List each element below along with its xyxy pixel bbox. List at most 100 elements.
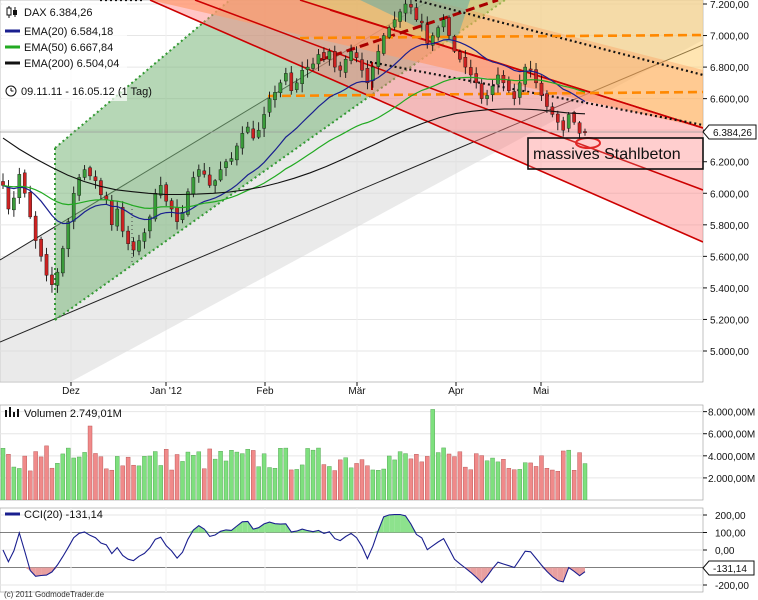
volume-bar-down <box>125 456 131 500</box>
candle-down <box>572 112 576 123</box>
price-tick-label: 5.600,00 <box>710 252 749 263</box>
candle-up <box>441 19 446 28</box>
candle-up <box>294 82 299 90</box>
cci-overbought-fill <box>383 514 390 533</box>
candle-down <box>556 113 560 123</box>
red-lower-line <box>149 0 703 243</box>
red-mid-line <box>194 0 703 191</box>
volume-bar-down <box>120 465 125 500</box>
cci-oversold-fill <box>46 567 52 576</box>
volume-bar-down <box>163 449 169 500</box>
cci-overbought-fill <box>198 525 205 533</box>
candle-up <box>197 169 201 177</box>
cci-tick-label: -200,00 <box>715 581 749 592</box>
volume-tick-label: 2.000,00M <box>708 474 755 485</box>
legend-ema20: EMA(20) 6.584,18 <box>24 26 113 38</box>
volume-bar-down <box>44 445 49 500</box>
ema-lines <box>2 38 586 225</box>
month-axis: Dez Jan '12 Feb Mär Apr Mai <box>62 382 549 397</box>
volume-bar-up <box>272 468 278 500</box>
volume-tick-label: 8.000,00M <box>708 408 755 419</box>
volume-bar-down <box>561 450 566 500</box>
volume-bar-up <box>11 466 17 500</box>
volume-bar-down <box>533 466 539 500</box>
candle-up <box>387 27 391 38</box>
volume-bar-up <box>191 455 196 500</box>
candle-up <box>55 271 60 286</box>
volume-bar-up <box>582 463 588 500</box>
month-label: Mai <box>533 386 549 397</box>
price-tick-label: 5.800,00 <box>710 221 749 232</box>
candles <box>1 0 587 293</box>
red-dashed-upper <box>319 0 499 62</box>
candle-up <box>300 70 304 84</box>
volume-bar-down <box>98 456 104 500</box>
cci-oversold-fill <box>470 567 477 578</box>
volume-bar-up <box>397 451 403 500</box>
volume-bar-down <box>87 425 93 500</box>
volume-bar-up <box>299 464 305 500</box>
volume-bar-up <box>376 470 381 500</box>
cci-current-text: -131,14 <box>713 564 747 575</box>
volume-bar-down <box>169 469 174 500</box>
green-upper-line <box>54 0 231 149</box>
volume-bar-down <box>571 469 577 500</box>
orange-dashed-upper <box>299 33 703 40</box>
volume-bar-up <box>517 469 522 500</box>
last-price-text: 6.384,26 <box>713 128 752 139</box>
cci-overbought-fill <box>242 521 248 533</box>
volume-bar-down <box>22 455 27 500</box>
candle-down <box>28 192 32 218</box>
month-label: Jan '12 <box>150 386 182 397</box>
volume-bar-up <box>256 466 261 500</box>
cci-overbought-fill <box>329 531 335 533</box>
volume-bar-down <box>338 459 343 500</box>
candle-down <box>583 131 587 133</box>
legend-period: 09.11.11 - 16.05.12 (1 Tag) <box>21 86 152 98</box>
volume-bar-down <box>104 468 109 500</box>
price-tick-label: 7.200,00 <box>710 0 749 11</box>
volume-bar-up <box>566 449 571 500</box>
volume-bar-up <box>386 455 392 500</box>
candle-up <box>430 35 435 46</box>
volume-bar-down <box>555 471 561 500</box>
cci-oversold-fill <box>41 567 47 576</box>
candle-down <box>507 80 511 91</box>
volume-bar-up <box>245 449 250 500</box>
volume-bar-up <box>180 461 185 500</box>
volume-bar-down <box>463 466 468 500</box>
candle-up <box>180 211 185 220</box>
volume-bar-down <box>131 464 136 500</box>
volume-bar-up <box>343 457 348 500</box>
cci-oversold-fill <box>24 567 31 571</box>
month-label: Apr <box>448 386 464 397</box>
trend-channels <box>0 0 703 382</box>
volume-bar-up <box>403 453 408 500</box>
teal-wedge <box>360 0 470 45</box>
volume-bar-down <box>251 450 256 500</box>
cci-oversold-fill <box>35 567 42 577</box>
candle-up <box>71 193 76 222</box>
candle-up <box>191 177 196 195</box>
volume-bar-up <box>0 448 6 500</box>
volume-bars <box>0 409 588 500</box>
price-tick-label: 5.000,00 <box>710 347 749 358</box>
volume-bar-down <box>49 467 55 500</box>
price-tick-label: 6.600,00 <box>710 95 749 106</box>
candle-down <box>44 254 49 276</box>
volume-bar-up <box>495 461 501 500</box>
cci-oversold-fill <box>481 567 488 583</box>
volume-bar-down <box>93 453 98 500</box>
volume-bar-down <box>457 451 463 500</box>
candle-up <box>213 180 217 186</box>
volume-bar-up <box>283 447 289 500</box>
candle-down <box>512 91 517 99</box>
candle-down <box>409 4 413 8</box>
candle-up <box>256 129 261 138</box>
volume-bar-down <box>544 468 550 500</box>
volume-bar-up <box>142 456 147 500</box>
candle-down <box>425 24 430 44</box>
volume-bar-up <box>370 469 376 500</box>
clock-icon <box>5 85 17 97</box>
cci-overbought-fill <box>389 514 395 533</box>
